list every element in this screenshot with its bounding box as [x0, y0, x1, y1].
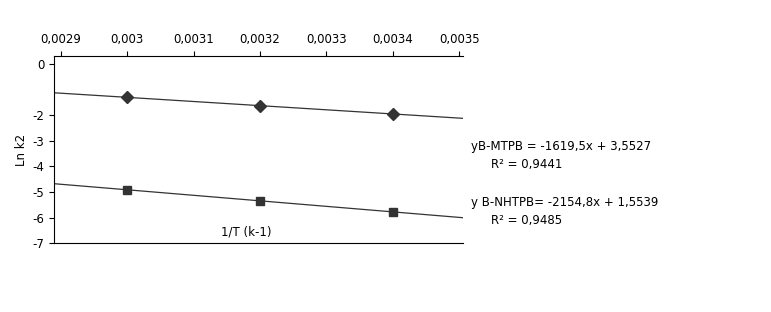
Text: R² = 0,9485: R² = 0,9485 — [491, 214, 562, 227]
Text: y B-NHTPB= -2154,8x + 1,5539: y B-NHTPB= -2154,8x + 1,5539 — [471, 196, 658, 209]
Text: 1/T (k-1): 1/T (k-1) — [221, 225, 272, 238]
Text: R² = 0,9441: R² = 0,9441 — [491, 158, 563, 171]
Y-axis label: Ln k2: Ln k2 — [15, 134, 29, 166]
Text: yB-MTPB = -1619,5x + 3,5527: yB-MTPB = -1619,5x + 3,5527 — [471, 139, 651, 153]
